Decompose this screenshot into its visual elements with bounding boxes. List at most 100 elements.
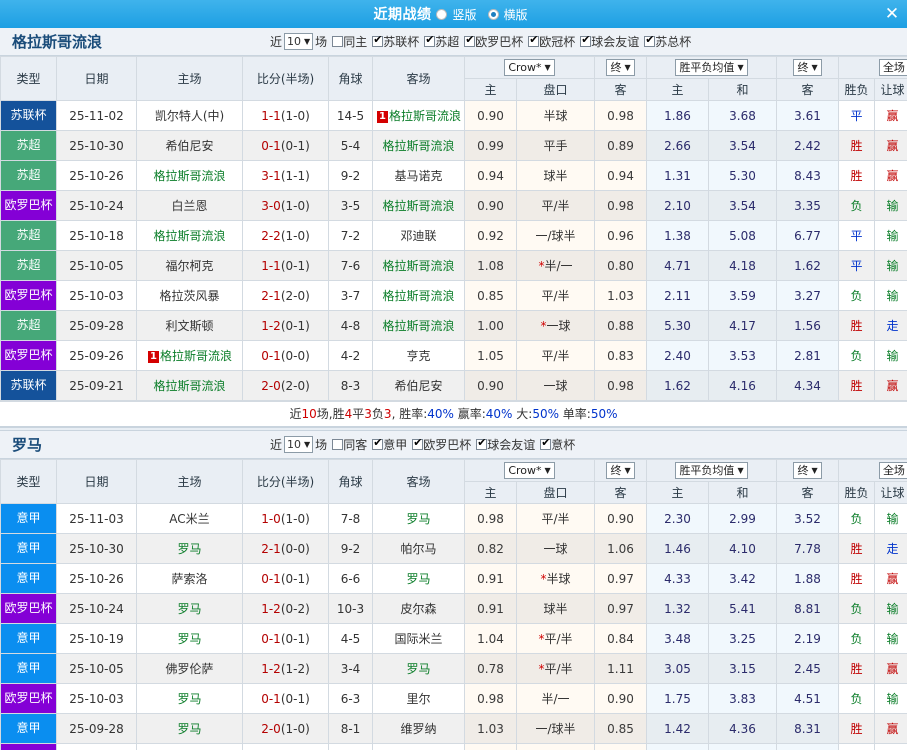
- league-filter-1-4[interactable]: 球会友谊: [577, 33, 639, 50]
- table-row[interactable]: 意甲 25-11-03 AC米兰 1-0(1-0) 7-8 罗马 0.98 平/半 0.90 2.…: [0, 503, 907, 534]
- table-row[interactable]: 欧罗巴杯 25-10-03 罗马 0-1(0-1) 6-3 里尔 0.98 半/一 0.90 1.…: [0, 683, 907, 714]
- away-team-cell[interactable]: 国际米兰: [372, 623, 465, 654]
- league-checkbox-2-0[interactable]: [372, 437, 384, 450]
- range-select-2[interactable]: 全场▼: [838, 459, 907, 482]
- home-team-cell[interactable]: 利文斯顿: [136, 310, 243, 341]
- asia-state-select-2[interactable]: 终 ▼: [594, 459, 648, 482]
- vertical-layout-radio[interactable]: [436, 8, 448, 20]
- eur-state-select-2[interactable]: 终 ▼: [776, 459, 840, 482]
- league-tag-cell[interactable]: 苏超: [0, 310, 57, 341]
- table-row[interactable]: 意甲 25-10-05 佛罗伦萨 1-2(1-2) 3-4 罗马 0.78 *平/半 1.11 3…: [0, 653, 907, 684]
- away-team-cell[interactable]: 1 格拉斯哥流浪: [372, 100, 465, 131]
- home-team-cell[interactable]: 格拉斯哥流浪: [136, 160, 243, 191]
- home-team-cell[interactable]: 格拉茨风暴: [136, 280, 243, 311]
- away-team-cell[interactable]: 基马诺克: [372, 160, 465, 191]
- away-team-cell[interactable]: 里尔: [372, 683, 465, 714]
- home-team-cell[interactable]: AC米兰: [136, 503, 243, 534]
- eur-state-select-1[interactable]: 终 ▼: [776, 56, 840, 79]
- table-row[interactable]: 苏超 25-10-05 福尔柯克 1-1(0-1) 7-6 格拉斯哥流浪 1.08 *半/一 0…: [0, 250, 907, 281]
- eur-source-select-1[interactable]: 胜平负均值 ▼: [646, 56, 778, 79]
- table-row[interactable]: 苏联杯 25-09-21 格拉斯哥流浪 2-0(2-0) 8-3 希伯尼安 0.90 一球 0.…: [0, 370, 907, 401]
- table-row[interactable]: 欧罗巴杯 25-09-26 1 格拉斯哥流浪 0-1(0-0) 4-2 亨克 1.05 平/半 0…: [0, 340, 907, 371]
- home-team-cell[interactable]: 尼斯: [136, 743, 243, 750]
- league-tag-cell[interactable]: 意甲: [0, 623, 57, 654]
- table-row[interactable]: 欧罗巴杯25-09-25尼斯1-2(0-0)3-5罗马0.90*平/半0.983…: [0, 743, 907, 750]
- away-team-cell[interactable]: 希伯尼安: [372, 370, 465, 401]
- league-filter-2-1[interactable]: 欧罗巴杯: [409, 436, 471, 453]
- league-tag-cell[interactable]: 欧罗巴杯: [0, 743, 57, 750]
- league-checkbox-1-3[interactable]: [528, 34, 540, 47]
- league-checkbox-2-1[interactable]: [412, 437, 424, 450]
- recent-count-select-2[interactable]: 10 ▼: [284, 436, 314, 453]
- table-row[interactable]: 欧罗巴杯 25-10-24 罗马 1-2(0-2) 10-3 皮尔森 0.91 球半 0.97 1…: [0, 593, 907, 624]
- league-filter-1-5[interactable]: 苏总杯: [641, 33, 691, 50]
- league-tag-cell[interactable]: 意甲: [0, 503, 57, 534]
- league-checkbox-1-2[interactable]: [464, 34, 476, 47]
- home-team-cell[interactable]: 格拉斯哥流浪: [136, 220, 243, 251]
- away-team-cell[interactable]: 帕尔马: [372, 533, 465, 564]
- league-tag-cell[interactable]: 欧罗巴杯: [0, 593, 57, 624]
- close-icon[interactable]: ✕: [884, 3, 900, 24]
- range-select-1[interactable]: 全场▼: [838, 56, 907, 79]
- league-filter-1-3[interactable]: 欧冠杯: [525, 33, 575, 50]
- home-team-cell[interactable]: 白兰恩: [136, 190, 243, 221]
- league-tag-cell[interactable]: 苏超: [0, 130, 57, 161]
- home-team-cell[interactable]: 罗马: [136, 623, 243, 654]
- same-venue-filter-1[interactable]: 同主: [329, 33, 367, 50]
- table-row[interactable]: 苏超 25-10-30 希伯尼安 0-1(0-1) 5-4 格拉斯哥流浪 0.99 平手 0.8…: [0, 130, 907, 161]
- away-team-cell[interactable]: 格拉斯哥流浪: [372, 310, 465, 341]
- home-team-cell[interactable]: 罗马: [136, 533, 243, 564]
- table-row[interactable]: 意甲 25-10-30 罗马 2-1(0-0) 9-2 帕尔马 0.82 一球 1.06 1.46…: [0, 533, 907, 564]
- away-team-cell[interactable]: 邓迪联: [372, 220, 465, 251]
- table-row[interactable]: 苏联杯 25-11-02 凯尔特人(中) 1-1(1-0) 14-5 1 格拉斯哥流浪 0.9…: [0, 100, 907, 131]
- away-team-cell[interactable]: 格拉斯哥流浪: [372, 190, 465, 221]
- away-team-cell[interactable]: 罗马: [372, 653, 465, 684]
- away-team-cell[interactable]: 维罗纳: [372, 713, 465, 744]
- table-row[interactable]: 苏超 25-10-26 格拉斯哥流浪 3-1(1-1) 9-2 基马诺克 0.94 球半 0.9…: [0, 160, 907, 191]
- home-team-cell[interactable]: 凯尔特人(中): [136, 100, 243, 131]
- league-filter-2-2[interactable]: 球会友谊: [473, 436, 535, 453]
- away-team-cell[interactable]: 罗马: [372, 743, 465, 750]
- league-filter-2-3[interactable]: 意杯: [537, 436, 575, 453]
- table-row[interactable]: 意甲 25-10-19 罗马 0-1(0-1) 4-5 国际米兰 1.04 *平/半 0.84 3…: [0, 623, 907, 654]
- home-team-cell[interactable]: 福尔柯克: [136, 250, 243, 281]
- table-row[interactable]: 苏超 25-09-28 利文斯顿 1-2(0-1) 4-8 格拉斯哥流浪 1.00 *一球 0.…: [0, 310, 907, 341]
- home-team-cell[interactable]: 罗马: [136, 683, 243, 714]
- league-tag-cell[interactable]: 苏联杯: [0, 100, 57, 131]
- horizontal-layout-radio[interactable]: [487, 8, 499, 20]
- same-venue-checkbox-2[interactable]: [332, 439, 344, 450]
- league-checkbox-1-5[interactable]: [644, 34, 656, 47]
- league-tag-cell[interactable]: 欧罗巴杯: [0, 340, 57, 371]
- away-team-cell[interactable]: 皮尔森: [372, 593, 465, 624]
- league-checkbox-2-2[interactable]: [476, 437, 488, 450]
- recent-count-select-1[interactable]: 10 ▼: [284, 33, 314, 50]
- league-filter-2-0[interactable]: 意甲: [369, 436, 407, 453]
- home-team-cell[interactable]: 罗马: [136, 593, 243, 624]
- home-team-cell[interactable]: 萨索洛: [136, 563, 243, 594]
- away-team-cell[interactable]: 格拉斯哥流浪: [372, 130, 465, 161]
- away-team-cell[interactable]: 罗马: [372, 563, 465, 594]
- league-tag-cell[interactable]: 意甲: [0, 653, 57, 684]
- league-checkbox-1-1[interactable]: [424, 34, 436, 47]
- table-row[interactable]: 苏超 25-10-18 格拉斯哥流浪 2-2(1-0) 7-2 邓迪联 0.92 一/球半 0.…: [0, 220, 907, 251]
- league-filter-1-2[interactable]: 欧罗巴杯: [461, 33, 523, 50]
- league-tag-cell[interactable]: 意甲: [0, 713, 57, 744]
- league-tag-cell[interactable]: 意甲: [0, 533, 57, 564]
- same-venue-filter-2[interactable]: 同客: [329, 436, 367, 453]
- eur-source-select-2[interactable]: 胜平负均值 ▼: [646, 459, 778, 482]
- league-checkbox-1-0[interactable]: [372, 34, 384, 47]
- asia-state-select-1[interactable]: 终 ▼: [594, 56, 648, 79]
- asia-source-select-1[interactable]: Crow* ▼: [463, 56, 596, 79]
- home-team-cell[interactable]: 格拉斯哥流浪: [136, 370, 243, 401]
- home-team-cell[interactable]: 希伯尼安: [136, 130, 243, 161]
- league-checkbox-2-3[interactable]: [540, 437, 552, 450]
- league-tag-cell[interactable]: 欧罗巴杯: [0, 683, 57, 714]
- home-team-cell[interactable]: 佛罗伦萨: [136, 653, 243, 684]
- away-team-cell[interactable]: 格拉斯哥流浪: [372, 280, 465, 311]
- away-team-cell[interactable]: 格拉斯哥流浪: [372, 250, 465, 281]
- same-venue-checkbox-1[interactable]: [332, 36, 344, 47]
- league-tag-cell[interactable]: 苏超: [0, 220, 57, 251]
- league-tag-cell[interactable]: 苏超: [0, 250, 57, 281]
- home-team-cell[interactable]: 罗马: [136, 713, 243, 744]
- league-tag-cell[interactable]: 意甲: [0, 563, 57, 594]
